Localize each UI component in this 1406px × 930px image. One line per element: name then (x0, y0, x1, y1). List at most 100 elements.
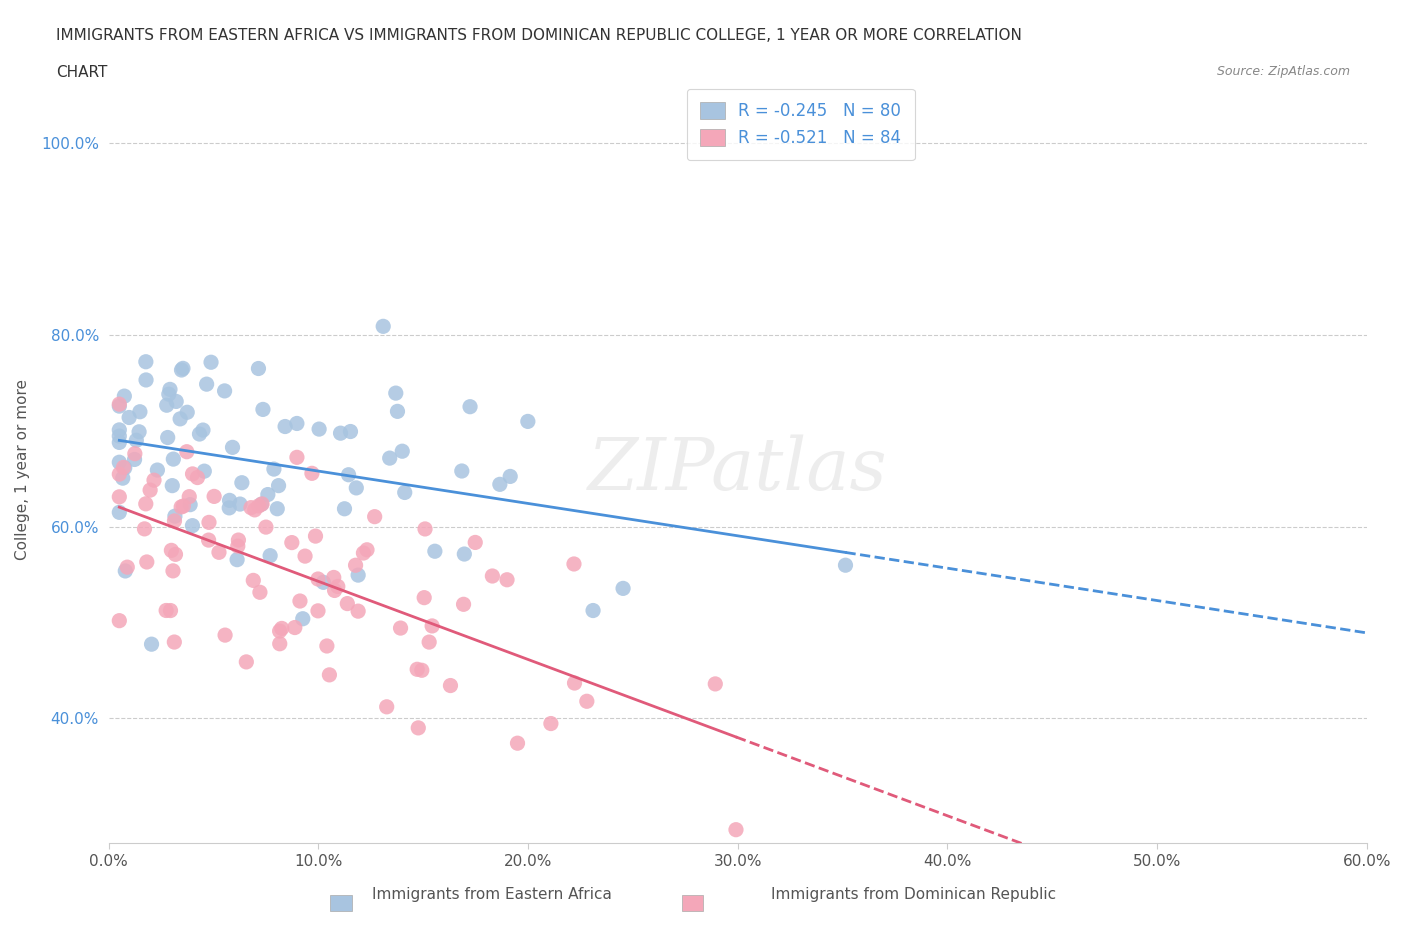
Point (294, 549, 316, 564)
Point (135, 373, 157, 388)
Point (218, 500, 240, 515)
Point (186, 470, 208, 485)
Point (179, 489, 201, 504)
Point (214, 628, 236, 643)
Point (181, 518, 204, 533)
Point (266, 501, 288, 516)
Point (179, 498, 201, 512)
Point (165, 547, 187, 562)
Point (134, 522, 156, 537)
Point (208, 545, 231, 560)
Point (257, 487, 280, 502)
Point (363, 510, 385, 525)
Point (240, 500, 263, 515)
Point (575, 694, 598, 709)
Point (163, 509, 186, 524)
Point (108, 397, 131, 412)
Point (129, 405, 152, 419)
Point (378, 451, 401, 466)
Point (247, 361, 270, 376)
Point (269, 636, 291, 651)
Legend: R = -0.245   N = 80, R = -0.521   N = 84: R = -0.245 N = 80, R = -0.521 N = 84 (686, 88, 915, 160)
Point (356, 542, 378, 557)
Point (112, 389, 135, 404)
Point (499, 469, 522, 484)
Point (418, 634, 440, 649)
Point (108, 435, 131, 450)
Point (231, 475, 253, 490)
Point (439, 678, 461, 693)
Point (195, 377, 218, 392)
Point (284, 620, 307, 635)
Point (394, 485, 416, 500)
Point (214, 383, 236, 398)
Point (420, 618, 443, 633)
Point (413, 522, 436, 537)
Point (307, 604, 329, 618)
Point (496, 572, 519, 587)
Point (108, 455, 131, 470)
Point (172, 361, 194, 376)
Point (114, 564, 136, 578)
Point (228, 533, 250, 548)
Point (125, 432, 148, 447)
Text: Immigrants from Eastern Africa: Immigrants from Eastern Africa (373, 887, 612, 902)
Point (235, 655, 257, 670)
Point (326, 579, 349, 594)
Point (188, 427, 211, 442)
Point (347, 567, 370, 582)
Point (307, 572, 329, 587)
Point (834, 558, 856, 573)
Point (165, 394, 187, 409)
Point (267, 478, 290, 493)
Point (108, 613, 131, 628)
Point (176, 445, 198, 459)
Point (169, 411, 191, 426)
Point (506, 736, 529, 751)
Point (562, 556, 585, 571)
Point (516, 414, 538, 429)
Point (191, 422, 214, 437)
Point (336, 596, 359, 611)
Point (582, 603, 605, 618)
Point (112, 460, 135, 475)
Point (108, 489, 131, 504)
Point (458, 399, 481, 414)
Point (322, 570, 344, 585)
Point (301, 466, 323, 481)
Point (250, 497, 273, 512)
Point (242, 573, 264, 588)
Point (391, 444, 413, 458)
Point (285, 450, 308, 465)
Point (352, 546, 374, 561)
Point (163, 634, 186, 649)
Point (318, 668, 340, 683)
Point (540, 716, 562, 731)
Text: CHART: CHART (56, 65, 108, 80)
Point (108, 399, 131, 414)
Point (200, 355, 222, 370)
Point (135, 354, 157, 369)
Point (291, 611, 314, 626)
Point (247, 498, 270, 513)
Point (108, 429, 131, 444)
Point (155, 603, 177, 618)
Point (159, 603, 181, 618)
Point (163, 513, 186, 528)
Point (243, 502, 266, 517)
Point (226, 552, 249, 567)
Point (229, 497, 252, 512)
Point (170, 499, 193, 514)
Point (329, 426, 352, 441)
Point (124, 446, 146, 461)
Point (114, 460, 136, 475)
Point (323, 583, 346, 598)
Point (139, 483, 162, 498)
Point (162, 478, 184, 493)
Point (411, 663, 433, 678)
Point (124, 452, 146, 467)
Text: Immigrants from Dominican Republic: Immigrants from Dominican Republic (772, 887, 1056, 902)
Point (254, 520, 277, 535)
Point (181, 467, 204, 482)
Point (312, 575, 335, 590)
